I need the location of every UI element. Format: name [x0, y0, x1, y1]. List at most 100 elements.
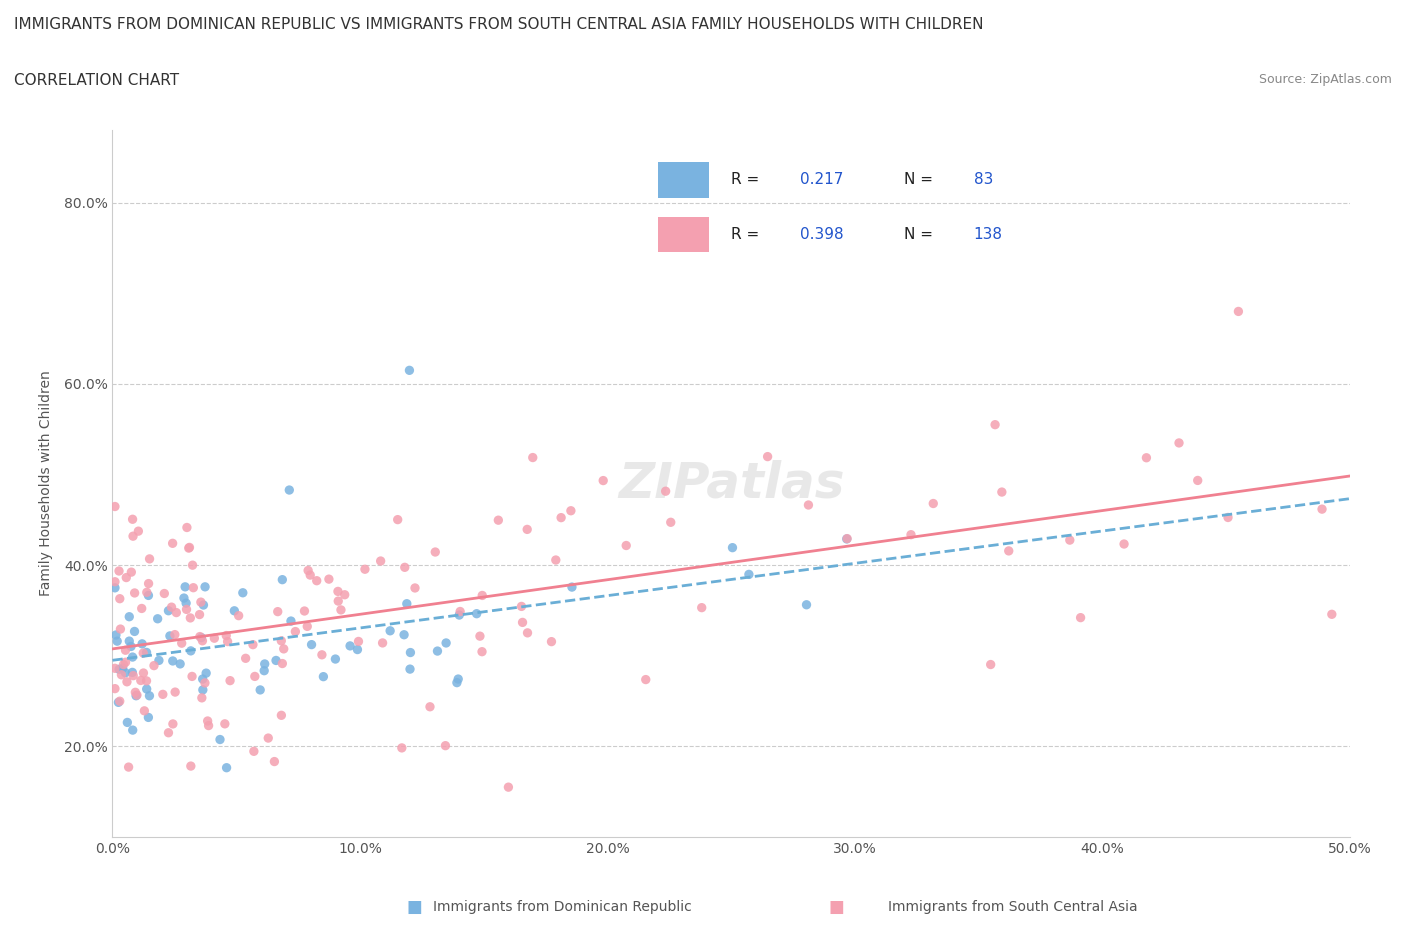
Text: ■: ■ — [406, 897, 423, 916]
Point — [191, 671, 214, 686]
Point — [253, 663, 276, 678]
Point — [169, 657, 191, 671]
Point — [270, 708, 292, 723]
Point — [398, 363, 420, 378]
Text: Source: ZipAtlas.com: Source: ZipAtlas.com — [1258, 73, 1392, 86]
Point — [510, 599, 533, 614]
Point — [516, 522, 538, 537]
Point — [129, 673, 152, 688]
Point — [153, 586, 176, 601]
Point — [138, 551, 160, 566]
Point — [659, 515, 682, 530]
Point — [273, 642, 295, 657]
Point — [124, 586, 146, 601]
Point — [257, 731, 280, 746]
Point — [179, 610, 201, 625]
Point — [121, 723, 143, 737]
Point — [592, 473, 614, 488]
Point — [219, 673, 242, 688]
Point — [195, 666, 218, 681]
Point — [115, 570, 138, 585]
Point — [550, 511, 572, 525]
Point — [191, 690, 214, 705]
Point — [190, 631, 212, 645]
Point — [134, 703, 156, 718]
Point — [297, 563, 319, 578]
Point — [108, 564, 131, 578]
Point — [105, 633, 128, 648]
Point — [115, 674, 138, 689]
Point — [183, 580, 205, 595]
Point — [984, 418, 1007, 432]
Point — [1310, 501, 1333, 516]
Point — [835, 531, 858, 546]
Point — [173, 591, 195, 605]
Point — [394, 560, 416, 575]
Point — [561, 579, 583, 594]
Point — [135, 645, 157, 660]
Point — [271, 656, 294, 671]
Point — [243, 669, 266, 684]
Point — [174, 579, 197, 594]
Point — [498, 779, 520, 794]
Point — [228, 608, 250, 623]
Point — [104, 681, 127, 696]
Point — [486, 512, 509, 527]
Point — [1187, 473, 1209, 488]
Point — [121, 665, 143, 680]
Point — [371, 635, 394, 650]
Point — [399, 645, 422, 660]
Point — [108, 694, 131, 709]
Point — [326, 584, 349, 599]
Point — [104, 628, 127, 643]
Point — [121, 512, 143, 526]
Point — [756, 449, 779, 464]
Point — [165, 605, 187, 620]
Point — [242, 637, 264, 652]
Point — [378, 623, 401, 638]
Point — [404, 580, 426, 595]
Point — [162, 716, 184, 731]
Point — [434, 738, 457, 753]
Point — [138, 576, 160, 591]
Point — [176, 520, 198, 535]
Point — [181, 669, 204, 684]
Point — [170, 636, 193, 651]
Point — [738, 567, 761, 582]
Point — [419, 699, 441, 714]
Point — [311, 647, 333, 662]
Point — [339, 639, 361, 654]
Point — [721, 540, 744, 555]
Point — [112, 658, 135, 672]
Point — [132, 645, 155, 660]
Point — [224, 604, 246, 618]
Point — [391, 740, 413, 755]
Point — [690, 600, 713, 615]
Point — [1168, 435, 1191, 450]
Point — [120, 565, 142, 579]
Point — [202, 631, 225, 645]
Point — [270, 633, 292, 648]
Point — [512, 615, 534, 630]
Point — [215, 628, 238, 643]
Point — [980, 658, 1002, 672]
Point — [114, 643, 136, 658]
Point — [447, 671, 470, 686]
Point — [108, 591, 131, 606]
Point — [560, 503, 582, 518]
Point — [294, 604, 316, 618]
Point — [138, 688, 160, 703]
Point — [135, 673, 157, 688]
Point — [449, 607, 471, 622]
Point — [347, 634, 370, 649]
Point — [1070, 610, 1092, 625]
Point — [516, 625, 538, 640]
Point — [329, 603, 352, 618]
Point — [325, 652, 347, 667]
Point — [235, 651, 257, 666]
Point — [146, 611, 169, 626]
Point — [333, 588, 356, 603]
Text: Immigrants from Dominican Republic: Immigrants from Dominican Republic — [433, 899, 692, 914]
Point — [392, 628, 415, 643]
Point — [160, 600, 183, 615]
